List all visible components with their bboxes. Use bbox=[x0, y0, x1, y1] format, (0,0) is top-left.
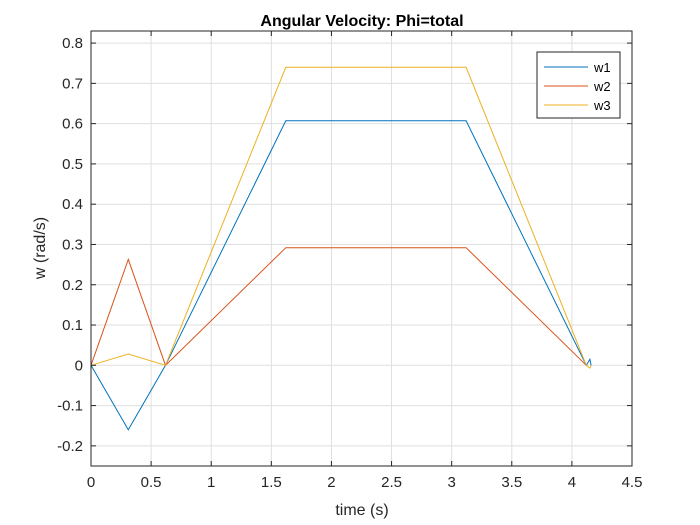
x-tick-label: 0 bbox=[87, 474, 95, 491]
chart-title: Angular Velocity: Phi=total bbox=[260, 13, 463, 30]
y-tick-label: 0.8 bbox=[62, 35, 83, 52]
x-tick-label: 1.5 bbox=[261, 474, 282, 491]
x-tick-label: 4.5 bbox=[622, 474, 643, 491]
y-tick-label: 0 bbox=[75, 357, 83, 374]
legend-label-w1: w1 bbox=[593, 60, 611, 75]
x-tick-label: 3 bbox=[447, 474, 455, 491]
x-tick-label: 2.5 bbox=[381, 474, 402, 491]
series-line-w2 bbox=[90, 247, 587, 367]
y-tick-label: -0.1 bbox=[57, 398, 83, 415]
series-lines bbox=[90, 66, 592, 431]
series-line-w1 bbox=[90, 120, 592, 431]
y-tick-labels: -0.2 -0.1 0 0.1 0.2 0.3 0.4 0.5 0.6 0.7 0.8 bbox=[57, 35, 83, 455]
y-tick-label: 0.3 bbox=[62, 236, 83, 253]
x-tick-label: 4 bbox=[568, 474, 576, 491]
y-tick-label: -0.2 bbox=[57, 438, 83, 455]
y-tick-label: 0.2 bbox=[62, 277, 83, 294]
x-tick-label: 1 bbox=[207, 474, 215, 491]
y-tick-label: 0.1 bbox=[62, 317, 83, 334]
y-axis-label: w (rad/s) bbox=[32, 217, 49, 280]
x-tick-label: 0.5 bbox=[141, 474, 162, 491]
legend-box bbox=[536, 51, 621, 119]
legend-label-w2: w2 bbox=[593, 79, 611, 94]
legend-label-w3: w3 bbox=[593, 98, 611, 113]
y-tick-label: 0.4 bbox=[62, 196, 83, 213]
x-tick-label: 2 bbox=[327, 474, 335, 491]
series-line-w3 bbox=[90, 66, 592, 369]
y-tick-label: 0.5 bbox=[62, 156, 83, 173]
legend: w1 w2 w3 bbox=[536, 51, 621, 119]
x-tick-labels: 0 0.5 1 1.5 2 2.5 3 3.5 4 4.5 bbox=[87, 474, 643, 491]
y-tick-label: 0.7 bbox=[62, 75, 83, 92]
x-axis-label: time (s) bbox=[335, 502, 388, 519]
x-tick-label: 3.5 bbox=[501, 474, 522, 491]
y-tick-label: 0.6 bbox=[62, 116, 83, 133]
axis-ticks bbox=[90, 31, 633, 466]
plot-frame bbox=[90, 30, 633, 467]
